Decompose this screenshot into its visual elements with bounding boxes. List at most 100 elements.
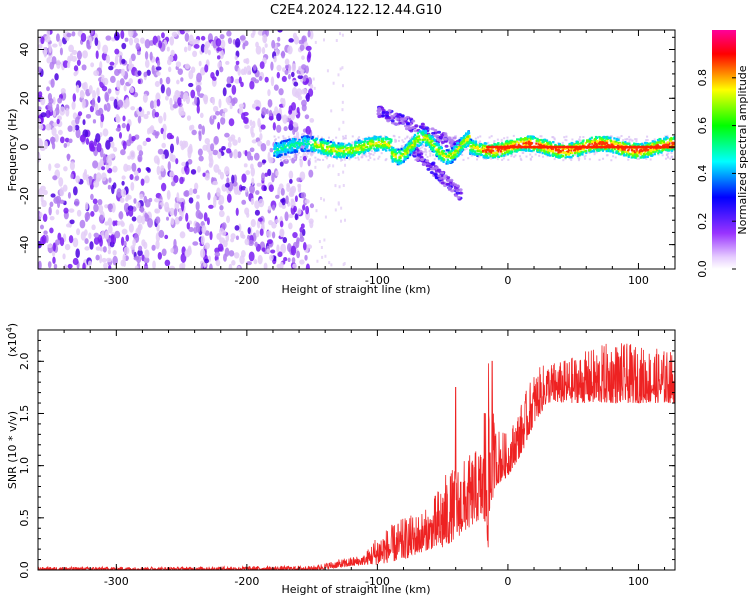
heatmap-cell (388, 138, 391, 141)
heatmap-cell (670, 141, 673, 144)
heatmap-cell (555, 153, 558, 156)
heatmap-cell (71, 101, 76, 110)
heatmap-cell (361, 153, 364, 156)
heatmap-cell (188, 227, 194, 233)
heatmap-cell (657, 139, 660, 142)
heatmap-cell (436, 150, 439, 153)
heatmap-cell (309, 118, 315, 123)
heatmap-cell (338, 155, 342, 158)
heatmap-cell (310, 144, 313, 147)
heatmap-cell (514, 140, 517, 143)
heatmap-cell (647, 149, 650, 152)
heatmap-cell (430, 140, 433, 143)
heatmap-cell (666, 155, 669, 158)
heatmap-cell (52, 110, 57, 117)
heatmap-cell (233, 149, 239, 159)
heatmap-cell (431, 131, 436, 135)
heatmap-cell (311, 147, 315, 151)
heatmap-cell (421, 131, 424, 134)
heatmap-cell (299, 155, 302, 158)
heatmap-cell (103, 104, 108, 111)
heatmap-cell (185, 95, 190, 105)
heatmap-cell (307, 140, 310, 143)
heatmap-cell (63, 142, 68, 148)
heatmap-cell (601, 149, 605, 152)
heatmap-cell (452, 152, 455, 155)
heatmap-cell (114, 230, 121, 239)
heatmap-cell (300, 142, 303, 145)
heatmap-cell (293, 141, 297, 144)
heatmap-cell (281, 140, 284, 143)
heatmap-cell (476, 148, 480, 151)
heatmap-cell (178, 207, 183, 216)
heatmap-cell (325, 157, 328, 160)
heatmap-cell (39, 212, 43, 218)
heatmap-cell (99, 158, 104, 167)
heatmap-cell (523, 149, 526, 152)
heatmap-cell (479, 140, 482, 143)
heatmap-cell (472, 152, 476, 156)
heatmap-cell (412, 149, 415, 152)
heatmap-cell (487, 156, 490, 159)
heatmap-cell (325, 145, 329, 148)
heatmap-cell (527, 135, 530, 138)
heatmap-cell (476, 146, 480, 149)
heatmap-cell (457, 154, 460, 157)
heatmap-cell (305, 92, 310, 103)
heatmap-cell (561, 154, 564, 158)
heatmap-cell (336, 151, 339, 154)
heatmap-cell (442, 158, 445, 161)
heatmap-cell (487, 148, 490, 151)
heatmap-cell (490, 157, 493, 160)
heatmap-cell (44, 140, 48, 150)
heatmap-cell (128, 57, 133, 67)
heatmap-cell (420, 138, 423, 141)
heatmap-cell (311, 143, 315, 146)
heatmap-cell (635, 138, 638, 141)
heatmap-cell (362, 140, 366, 143)
heatmap-cell (344, 163, 347, 167)
heatmap-cell (271, 231, 276, 239)
heatmap-cell (454, 150, 457, 153)
heatmap-cell (328, 141, 331, 144)
heatmap-cell (351, 135, 354, 138)
heatmap-cell (276, 64, 282, 72)
heatmap-cell (146, 167, 151, 173)
heatmap-cell (289, 158, 292, 161)
heatmap-cell (69, 219, 75, 225)
heatmap-cell (457, 141, 460, 145)
heatmap-cell (255, 106, 260, 111)
heatmap-cell (444, 144, 449, 148)
heatmap-cell (160, 165, 165, 172)
heatmap-cell (553, 158, 556, 161)
heatmap-cell (395, 117, 400, 121)
heatmap-cell (178, 197, 185, 203)
heatmap-cell (520, 158, 523, 161)
heatmap-cell (615, 139, 619, 142)
heatmap-cell (314, 138, 317, 142)
heatmap-cell (315, 137, 319, 140)
heatmap-cell (333, 155, 336, 159)
heatmap-cell (298, 144, 301, 147)
heatmap-cell (370, 153, 373, 156)
heatmap-cell (357, 156, 360, 159)
heatmap-cell (612, 155, 615, 158)
heatmap-cell (634, 156, 637, 159)
heatmap-cell (383, 140, 387, 144)
heatmap-cell (673, 148, 675, 151)
heatmap-cell (51, 127, 57, 137)
heatmap-cell (670, 151, 673, 154)
heatmap-cell (467, 157, 470, 160)
heatmap-cell (534, 136, 537, 140)
heatmap-cell (324, 140, 327, 143)
heatmap-cell (560, 144, 563, 147)
heatmap-cell (482, 145, 485, 148)
heatmap-cell (284, 148, 287, 151)
heatmap-cell (623, 148, 626, 151)
heatmap-cell (90, 62, 95, 68)
heatmap-cell (308, 138, 311, 141)
heatmap-cell (438, 158, 441, 161)
heatmap-cell (532, 147, 536, 150)
heatmap-cell (224, 166, 230, 176)
heatmap-cell (133, 37, 140, 44)
